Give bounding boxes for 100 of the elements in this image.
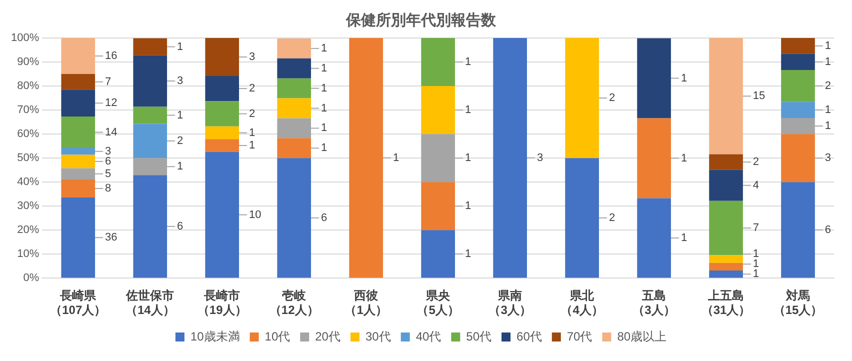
bar bbox=[277, 78, 312, 98]
bar bbox=[637, 118, 671, 198]
y-tick-label: 30% bbox=[17, 200, 40, 212]
y-tick-label: 100% bbox=[10, 32, 40, 44]
bar bbox=[565, 158, 599, 278]
bar bbox=[61, 90, 96, 117]
annotation: 2 bbox=[752, 156, 760, 168]
x-tick-label: 対馬（15人） bbox=[773, 288, 823, 318]
y-tick-label: 60% bbox=[17, 128, 40, 140]
bar bbox=[133, 38, 168, 56]
x-tick-label: 県北（4人） bbox=[560, 288, 604, 318]
x-tick-label: 県央（5人） bbox=[416, 288, 460, 318]
legend-label: 10代 bbox=[264, 329, 290, 344]
bar bbox=[61, 197, 96, 278]
annotation: 1 bbox=[464, 200, 472, 212]
bar bbox=[781, 54, 815, 70]
annotation: 14 bbox=[105, 126, 118, 138]
bar bbox=[205, 101, 240, 126]
bar bbox=[133, 175, 168, 278]
x-tick-label: 上五島（31人） bbox=[701, 288, 751, 318]
y-tick-label: 10% bbox=[17, 248, 40, 260]
bar bbox=[421, 182, 455, 230]
annotation: 10 bbox=[249, 208, 262, 221]
legend-label: 60代 bbox=[516, 329, 542, 344]
legend-label: 10歳未満 bbox=[190, 329, 240, 344]
annotation: 1 bbox=[321, 82, 328, 94]
bar bbox=[277, 138, 312, 158]
bar bbox=[205, 126, 240, 140]
annotation: 12 bbox=[105, 97, 118, 110]
annotation: 1 bbox=[752, 268, 760, 280]
bar bbox=[709, 38, 743, 154]
y-tick-label: 0% bbox=[23, 272, 40, 284]
x-tick-label: 西彼（1人） bbox=[344, 288, 388, 318]
x-tick-label: 長崎市（19人） bbox=[197, 288, 247, 318]
annotation: 4 bbox=[752, 179, 760, 192]
annotation: 3 bbox=[536, 152, 544, 164]
bar bbox=[205, 139, 240, 152]
legend-label: 40代 bbox=[416, 329, 442, 344]
annotation: 1 bbox=[824, 104, 832, 116]
annotation: 1 bbox=[249, 126, 256, 139]
annotation: 8 bbox=[105, 182, 112, 195]
annotation: 2 bbox=[249, 82, 256, 95]
annotation: 15 bbox=[752, 90, 766, 102]
legend-label: 20代 bbox=[315, 329, 340, 344]
annotation: 6 bbox=[177, 220, 184, 232]
x-tick-label: 佐世保市（14人） bbox=[125, 288, 175, 318]
annotation: 2 bbox=[177, 134, 184, 147]
annotation: 3 bbox=[177, 75, 184, 88]
annotation: 2 bbox=[249, 108, 256, 120]
annotation: 3 bbox=[824, 152, 832, 164]
bar bbox=[781, 38, 815, 54]
y-tick-label: 20% bbox=[17, 224, 40, 236]
annotation: 1 bbox=[321, 42, 328, 54]
annotation: 1 bbox=[321, 122, 328, 134]
bar bbox=[781, 70, 815, 102]
annotation: 1 bbox=[824, 56, 832, 68]
annotation: 1 bbox=[752, 258, 760, 270]
bar bbox=[637, 198, 671, 278]
bar bbox=[61, 74, 96, 90]
bar bbox=[709, 154, 743, 170]
bar bbox=[61, 38, 96, 74]
bar bbox=[277, 58, 312, 78]
chart-title: 保健所別年代別報告数 bbox=[345, 12, 497, 30]
bar bbox=[709, 270, 743, 278]
bar bbox=[349, 38, 383, 278]
annotation: 1 bbox=[321, 102, 328, 114]
bar bbox=[709, 200, 743, 256]
bar bbox=[781, 182, 815, 278]
bar bbox=[781, 134, 815, 182]
annotation: 1 bbox=[177, 160, 184, 173]
bar bbox=[205, 152, 240, 278]
annotation: 1 bbox=[752, 248, 760, 260]
annotation: 7 bbox=[105, 76, 112, 88]
x-tick-label: 県南（3人） bbox=[488, 288, 532, 318]
bar bbox=[61, 116, 96, 148]
annotation: 6 bbox=[824, 224, 832, 236]
bar bbox=[709, 255, 743, 263]
bar bbox=[61, 148, 96, 155]
annotation: 1 bbox=[464, 152, 472, 164]
bar bbox=[133, 55, 168, 107]
x-tick-label: 五島（3人） bbox=[632, 288, 676, 318]
annotation: 2 bbox=[608, 92, 616, 104]
annotation: 5 bbox=[105, 168, 112, 180]
annotation: 16 bbox=[105, 50, 118, 62]
annotation: 7 bbox=[752, 222, 760, 234]
legend-label: 30代 bbox=[365, 329, 391, 344]
bar bbox=[637, 38, 671, 118]
annotation: 1 bbox=[680, 72, 688, 84]
annotation: 1 bbox=[249, 140, 256, 152]
annotation: 3 bbox=[105, 145, 112, 158]
annotation: 2 bbox=[824, 80, 832, 92]
bar bbox=[565, 38, 599, 158]
bar bbox=[421, 86, 455, 134]
legend-label: 70代 bbox=[566, 329, 592, 344]
bar bbox=[277, 38, 312, 58]
bar bbox=[277, 158, 312, 278]
annotation: 1 bbox=[824, 40, 832, 52]
x-tick-label: 壱岐（12人） bbox=[269, 288, 319, 318]
y-tick-label: 90% bbox=[17, 56, 40, 68]
annotation: 1 bbox=[177, 109, 184, 122]
